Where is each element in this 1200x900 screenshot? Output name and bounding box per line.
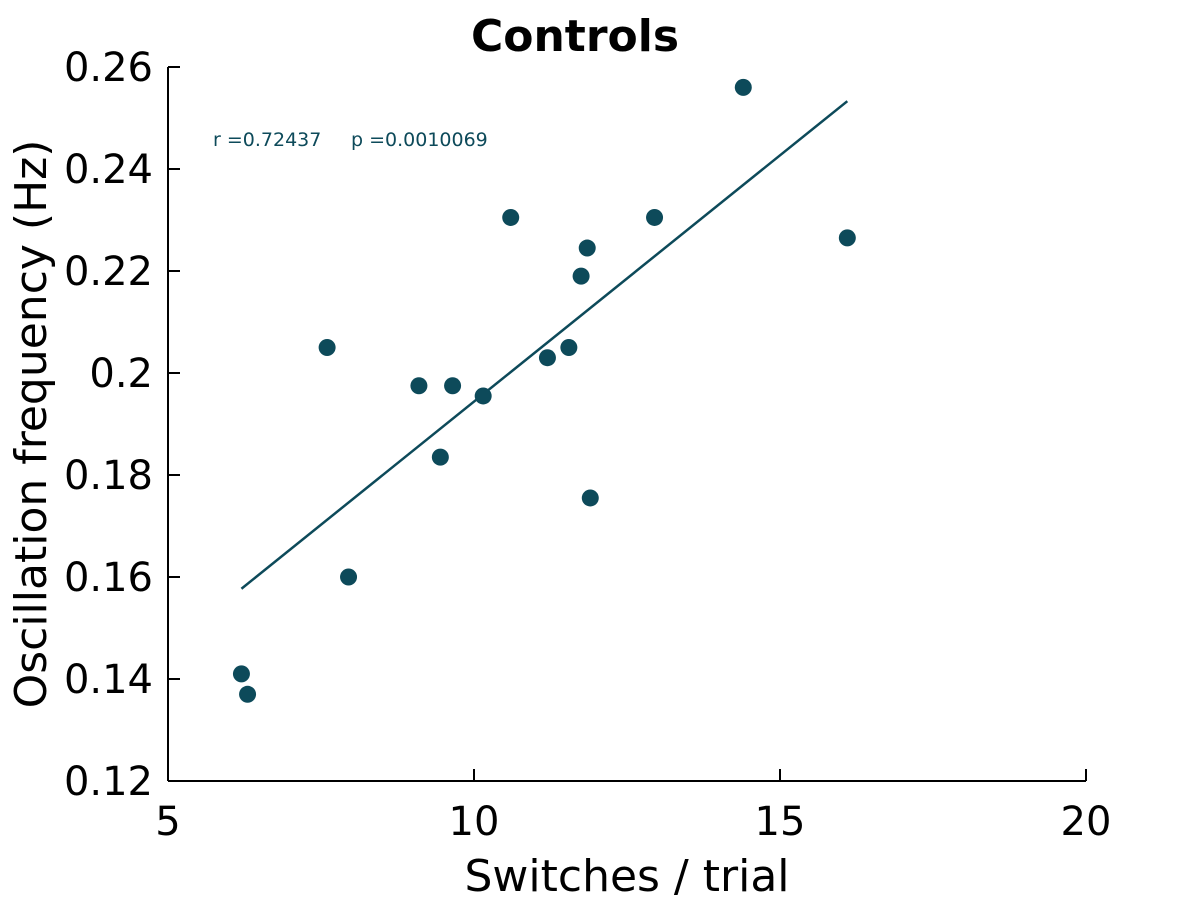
data-point bbox=[232, 665, 250, 683]
y-axis-label: Oscillation frequency (Hz) bbox=[6, 140, 57, 709]
data-point bbox=[239, 685, 257, 703]
data-point bbox=[502, 208, 520, 226]
x-tick-label: 15 bbox=[755, 799, 806, 845]
data-point bbox=[646, 208, 664, 226]
y-tick-label: 0.26 bbox=[64, 45, 153, 91]
y-tick-label: 0.18 bbox=[64, 453, 153, 499]
data-point bbox=[538, 349, 556, 367]
data-point bbox=[581, 489, 599, 507]
data-point bbox=[340, 568, 358, 586]
data-point bbox=[578, 239, 596, 257]
data-point bbox=[734, 78, 752, 96]
x-ticks: 5 10 15 20 bbox=[155, 769, 1111, 845]
y-tick-label: 0.2 bbox=[89, 351, 153, 397]
axes bbox=[167, 67, 1086, 782]
y-tick-label: 0.14 bbox=[64, 657, 153, 703]
chart-title: Controls bbox=[471, 11, 679, 62]
data-point bbox=[474, 387, 492, 405]
data-point bbox=[318, 339, 336, 356]
data-point bbox=[572, 267, 590, 285]
y-ticks: 0.12 0.14 0.16 0.18 0.2 0.22 0.24 0.26 bbox=[64, 45, 180, 805]
x-axis-label: Switches / trial bbox=[464, 851, 789, 900]
y-tick-label: 0.16 bbox=[64, 555, 153, 601]
correlation-p-annotation: p =0.0010069 bbox=[351, 129, 488, 151]
data-point bbox=[431, 448, 449, 466]
correlation-r-annotation: r =0.72437 bbox=[213, 129, 321, 151]
regression-line bbox=[240, 100, 849, 590]
fit-line-group bbox=[240, 100, 849, 590]
data-point bbox=[560, 339, 578, 356]
data-points bbox=[232, 78, 856, 703]
y-tick-label: 0.24 bbox=[64, 147, 153, 193]
y-tick-label: 0.12 bbox=[64, 759, 153, 805]
x-tick-label: 20 bbox=[1061, 799, 1112, 845]
data-point bbox=[410, 377, 428, 395]
x-tick-label: 10 bbox=[449, 799, 500, 845]
data-point bbox=[444, 377, 462, 395]
data-point bbox=[838, 229, 856, 247]
x-tick-label: 5 bbox=[155, 799, 180, 845]
y-tick-label: 0.22 bbox=[64, 249, 153, 295]
